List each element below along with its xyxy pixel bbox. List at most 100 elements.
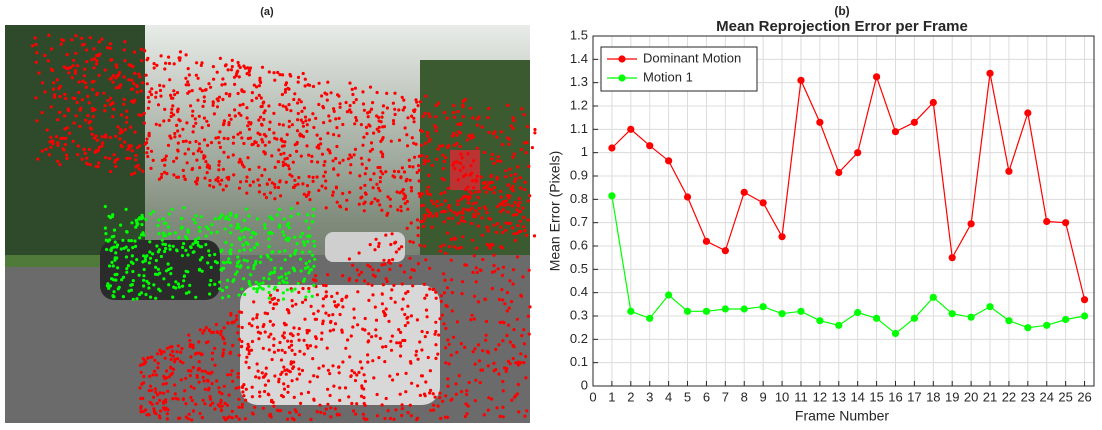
y-tick-label: 1.3 (570, 74, 588, 89)
y-tick-label: 0.6 (570, 237, 588, 252)
point (608, 144, 616, 152)
y-tick-label: 1.2 (570, 97, 588, 112)
x-tick-label: 5 (684, 389, 691, 404)
point (759, 199, 767, 207)
point (1080, 312, 1089, 320)
point (948, 310, 956, 318)
x-tick-label: 23 (1021, 389, 1035, 404)
y-tick-label: 0.1 (570, 354, 588, 369)
x-tick-label: 4 (665, 389, 672, 404)
point (627, 125, 635, 133)
grass (5, 255, 125, 267)
point (646, 142, 654, 150)
x-tick-label: 1 (608, 389, 615, 404)
legend-box (600, 46, 758, 92)
point (1005, 317, 1013, 325)
y-tick-label: 0.4 (570, 284, 588, 299)
panel-label: (a) (260, 6, 274, 18)
point (854, 308, 862, 317)
x-tick-label: 0 (589, 389, 596, 404)
point (1043, 321, 1051, 329)
x-tick-label: 10 (775, 389, 789, 404)
point (683, 193, 692, 201)
point (967, 313, 975, 321)
point (948, 254, 956, 262)
chart-title: Mean Reprojection Error per Frame (716, 18, 968, 35)
y-tick-label: 0.7 (570, 214, 588, 229)
point (1043, 217, 1051, 226)
y-tick-label: 0.8 (570, 191, 588, 206)
point (665, 291, 673, 299)
point (778, 233, 786, 241)
y-tick-label: 0.3 (570, 307, 588, 322)
point (740, 188, 748, 196)
x-tick-label: 15 (869, 389, 883, 404)
x-tick-label: 17 (907, 389, 921, 404)
point (797, 307, 805, 315)
point (721, 305, 729, 313)
x-tick-label: 26 (1077, 389, 1091, 404)
y-tick-label: 0.5 (570, 261, 588, 276)
point (1024, 109, 1032, 117)
x-tick-label: 6 (703, 389, 710, 404)
feature-points (103, 204, 317, 301)
point (608, 192, 616, 200)
legend-marker (618, 55, 626, 63)
plot-frame (592, 35, 1095, 387)
x-tick-label: 22 (1002, 389, 1016, 404)
point (702, 307, 711, 315)
x-tick-label: 14 (850, 389, 864, 404)
point (816, 317, 824, 325)
x-tick-label: 25 (1058, 389, 1072, 404)
y-tick-label: 0.2 (570, 331, 588, 346)
point (1062, 315, 1070, 324)
x-tick-label: 24 (1040, 389, 1054, 404)
point (778, 310, 786, 318)
trees (5, 25, 145, 255)
point (665, 157, 673, 165)
photo (5, 25, 537, 423)
y-tick-label: 1.5 (570, 27, 588, 42)
point (721, 247, 729, 255)
x-tick-label: 9 (760, 389, 767, 404)
x-tick-label: 13 (832, 389, 846, 404)
point (683, 307, 692, 315)
point (967, 220, 975, 228)
y-axis-label: Mean Error (Pixels) (547, 151, 563, 272)
x-tick-label: 18 (926, 389, 940, 404)
point (627, 307, 635, 315)
point (1024, 324, 1032, 332)
x-axis-label: Frame Number (795, 408, 889, 424)
line (611, 73, 1086, 300)
x-tick-label: 8 (741, 389, 748, 404)
y-tick-label: 1.4 (570, 51, 588, 66)
point (986, 69, 994, 77)
point (816, 118, 824, 126)
x-tick-label: 12 (813, 389, 827, 404)
point (854, 149, 862, 157)
y-tick-label: 0.9 (570, 167, 588, 182)
point (646, 314, 654, 322)
point (835, 321, 843, 329)
point (872, 314, 881, 322)
panel-label: (b) (834, 4, 849, 18)
legend-label: Dominant Motion (643, 50, 741, 65)
point (1062, 219, 1070, 227)
point (929, 98, 937, 107)
point (891, 128, 900, 136)
x-tick-label: 2 (627, 389, 634, 404)
point (872, 73, 881, 81)
x-tick-label: 11 (794, 389, 808, 404)
x-tick-label: 20 (964, 389, 978, 404)
point (835, 168, 843, 177)
x-tick-label: 21 (983, 389, 997, 404)
point (891, 329, 900, 338)
y-tick-label: 1.1 (570, 121, 588, 136)
x-tick-label: 19 (945, 389, 959, 404)
legend-label: Motion 1 (643, 69, 693, 84)
point (910, 314, 918, 322)
point (929, 293, 937, 301)
x-tick-label: 3 (646, 389, 653, 404)
plot-area (593, 36, 1094, 386)
